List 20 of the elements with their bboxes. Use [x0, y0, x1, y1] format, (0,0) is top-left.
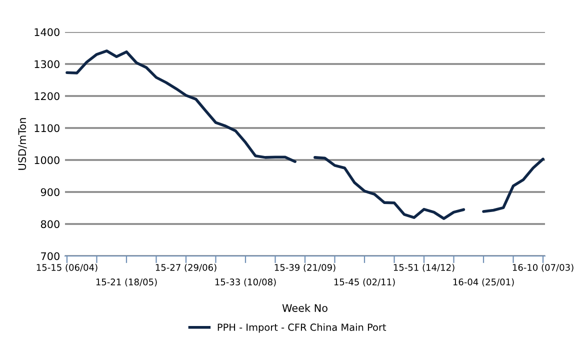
- y-tick-label: 1400: [34, 28, 60, 36]
- x-tick-label: 15-45 (02/11): [334, 278, 395, 286]
- x-axis-title: Week No: [282, 304, 328, 312]
- y-tick-label: 1000: [34, 156, 60, 164]
- y-tick-label: 700: [41, 252, 60, 260]
- y-tick-label: 900: [40, 188, 60, 196]
- y-tick-label: 1300: [34, 60, 60, 68]
- x-tick-label: 16-04 (25/01): [453, 278, 514, 286]
- x-tick-label: 15-15 (06/04): [36, 264, 98, 272]
- x-tick-label: 15-39 (21/09): [274, 264, 336, 272]
- x-tick-label: 16-10 (07/03): [512, 264, 574, 272]
- y-tick-label: 1100: [34, 124, 60, 132]
- y-tick-label: 800: [40, 220, 60, 228]
- y-axis-title: USD/mTon: [18, 118, 27, 170]
- y-tick-label: 1200: [34, 92, 60, 100]
- x-tick-label: 15-21 (18/05): [96, 278, 157, 286]
- x-tick-label: 15-27 (29/06): [156, 264, 216, 272]
- x-tick-label: 15-51 (14/12): [394, 264, 454, 272]
- legend-label: PPH - Import - CFR China Main Port: [218, 323, 386, 333]
- x-tick-label: 15-33 (10/08): [215, 278, 276, 286]
